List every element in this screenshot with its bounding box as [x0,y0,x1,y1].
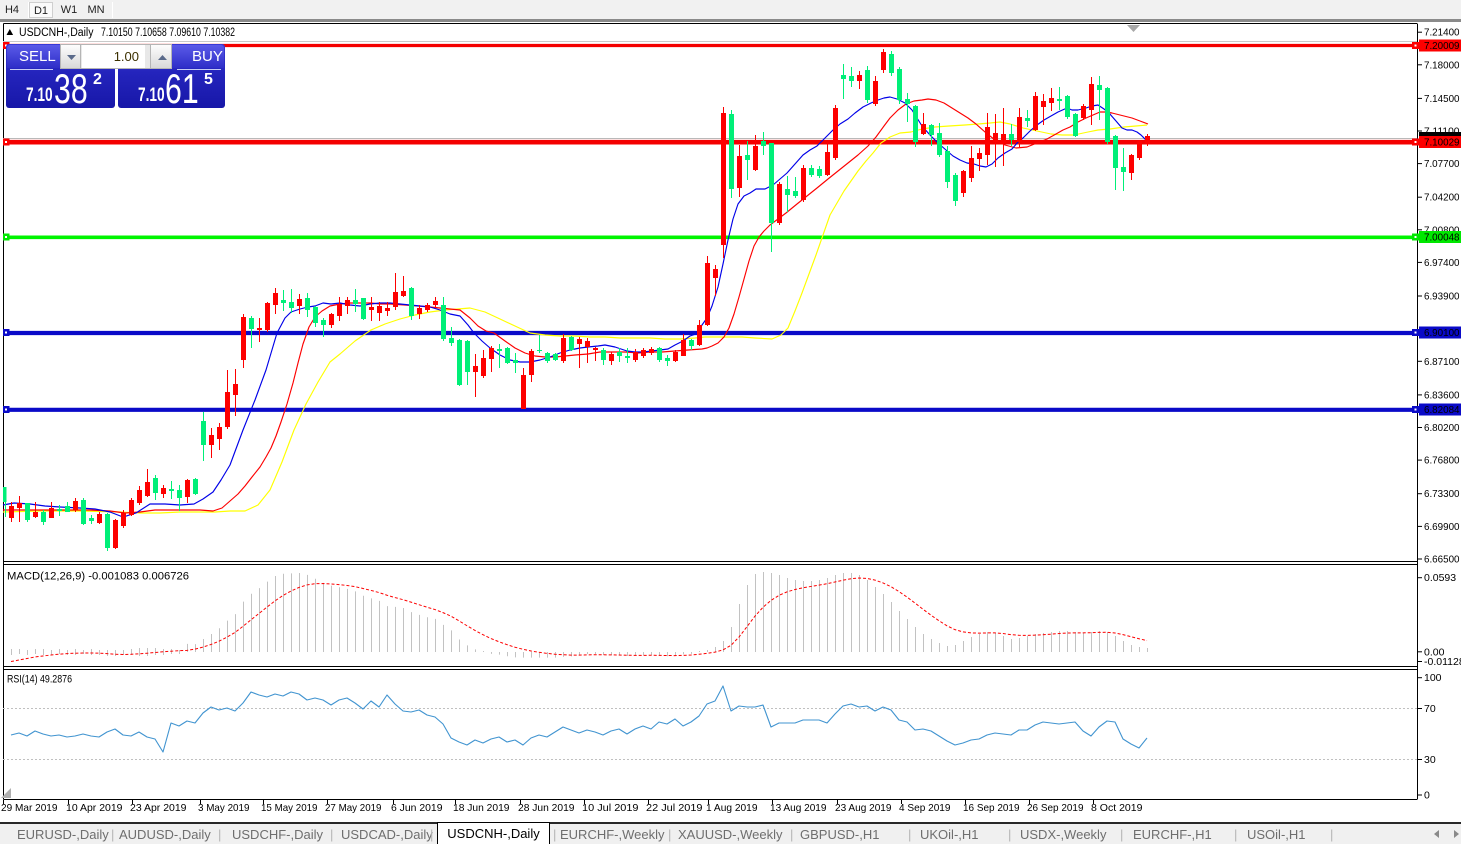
svg-text:6.82084: 6.82084 [1424,404,1460,416]
svg-text:6.97400: 6.97400 [1424,257,1460,269]
svg-text:7.04200: 7.04200 [1424,192,1460,204]
svg-text:29 Mar 2019: 29 Mar 2019 [1,802,58,814]
svg-text:6.80200: 6.80200 [1424,422,1460,434]
svg-text:22 Jul 2019: 22 Jul 2019 [646,802,703,814]
svg-text:26 Sep 2019: 26 Sep 2019 [1027,802,1084,814]
svg-text:28 Jun 2019: 28 Jun 2019 [518,802,575,814]
svg-text:6.69900: 6.69900 [1424,521,1460,533]
svg-text:3 May 2019: 3 May 2019 [198,802,250,814]
svg-text:1 Aug 2019: 1 Aug 2019 [706,802,758,814]
svg-text:100: 100 [1424,672,1442,684]
svg-text:6.90100: 6.90100 [1424,327,1460,339]
svg-text:7.10150 7.10658 7.09610 7.1038: 7.10150 7.10658 7.09610 7.10382 [101,27,235,39]
svg-text:6.83600: 6.83600 [1424,389,1460,401]
svg-text:7.14500: 7.14500 [1424,93,1460,105]
svg-text:6.87100: 6.87100 [1424,356,1460,368]
svg-text:8 Oct 2019: 8 Oct 2019 [1091,802,1143,814]
svg-text:7.21400: 7.21400 [1424,27,1460,39]
svg-text:6.93900: 6.93900 [1424,291,1460,303]
svg-text:13 Aug 2019: 13 Aug 2019 [770,802,827,814]
svg-text:7.10029: 7.10029 [1424,137,1460,149]
svg-text:70: 70 [1424,703,1436,715]
svg-text:18 Jun 2019: 18 Jun 2019 [453,802,510,814]
svg-text:10 Apr 2019: 10 Apr 2019 [66,802,123,814]
svg-text:0: 0 [1424,790,1430,802]
svg-text:23 Aug 2019: 23 Aug 2019 [835,802,892,814]
svg-text:15 May 2019: 15 May 2019 [261,802,318,814]
svg-text:USDCNH-,Daily: USDCNH-,Daily [19,27,94,39]
svg-text:7.20009: 7.20009 [1424,40,1460,52]
svg-text:0.0593: 0.0593 [1424,572,1456,584]
svg-text:6 Jun 2019: 6 Jun 2019 [391,802,443,814]
svg-text:7.07700: 7.07700 [1424,158,1460,170]
svg-text:7.18000: 7.18000 [1424,59,1460,71]
svg-text:7.00048: 7.00048 [1424,232,1460,244]
svg-text:4 Sep 2019: 4 Sep 2019 [899,802,951,814]
svg-text:10 Jul 2019: 10 Jul 2019 [582,802,639,814]
svg-text:6.73300: 6.73300 [1424,488,1460,500]
svg-text:16 Sep 2019: 16 Sep 2019 [963,802,1020,814]
svg-text:6.76800: 6.76800 [1424,455,1460,467]
svg-text:0.00: 0.00 [1424,646,1445,658]
svg-text:30: 30 [1424,754,1436,766]
svg-text:6.66500: 6.66500 [1424,554,1460,566]
svg-text:23 Apr 2019: 23 Apr 2019 [130,802,187,814]
svg-text:-0.011289: -0.011289 [1424,656,1461,668]
svg-text:MACD(12,26,9) -0.001083 0.0067: MACD(12,26,9) -0.001083 0.006726 [7,571,189,583]
svg-text:RSI(14) 49.2876: RSI(14) 49.2876 [7,674,72,686]
svg-text:27 May 2019: 27 May 2019 [325,802,382,814]
